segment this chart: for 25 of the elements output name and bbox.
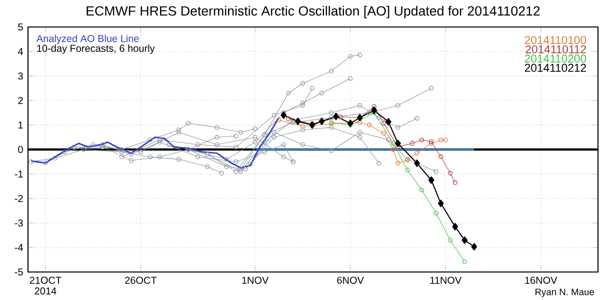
annotation: Analyzed AO Blue Line xyxy=(36,34,139,44)
y-tick-label: 0 xyxy=(18,146,23,154)
x-tick-label: 26OCT xyxy=(125,276,157,284)
text: 2014110112 xyxy=(526,45,586,54)
x-tick-label: 16NOV xyxy=(525,276,558,284)
y-tick-label: 4 xyxy=(18,48,23,55)
y-tick-label: -1 xyxy=(14,170,23,178)
y-tick-label: 1 xyxy=(18,122,23,128)
x-tick-label: 1NOV xyxy=(242,276,269,284)
text: 2014110100 xyxy=(524,36,586,44)
chart-title: ECMWF HRES Deterministic Arctic Oscillation [AO] Updated for 2014110212 xyxy=(86,6,540,18)
text: 2014110200 xyxy=(524,54,586,63)
y-tick-label: 5 xyxy=(18,24,23,30)
y-tick-label: 2 xyxy=(18,97,23,104)
annotation: 10-day Forecasts, 6 hourly xyxy=(37,44,155,54)
y-tick-label: -4 xyxy=(14,244,23,251)
text: Ryan N. Maue xyxy=(536,288,594,298)
y-tick-label: -2 xyxy=(14,195,23,202)
text: 2014110212 xyxy=(524,64,586,72)
y-tick-label: 3 xyxy=(18,72,23,80)
y-tick-label: -5 xyxy=(14,268,23,276)
x-tick-label: 21OCT 2014 xyxy=(30,276,62,294)
x-tick-label: 6NOV xyxy=(337,276,364,284)
y-tick-label: -3 xyxy=(14,219,23,227)
x-tick-label: 11NOV xyxy=(430,276,462,284)
